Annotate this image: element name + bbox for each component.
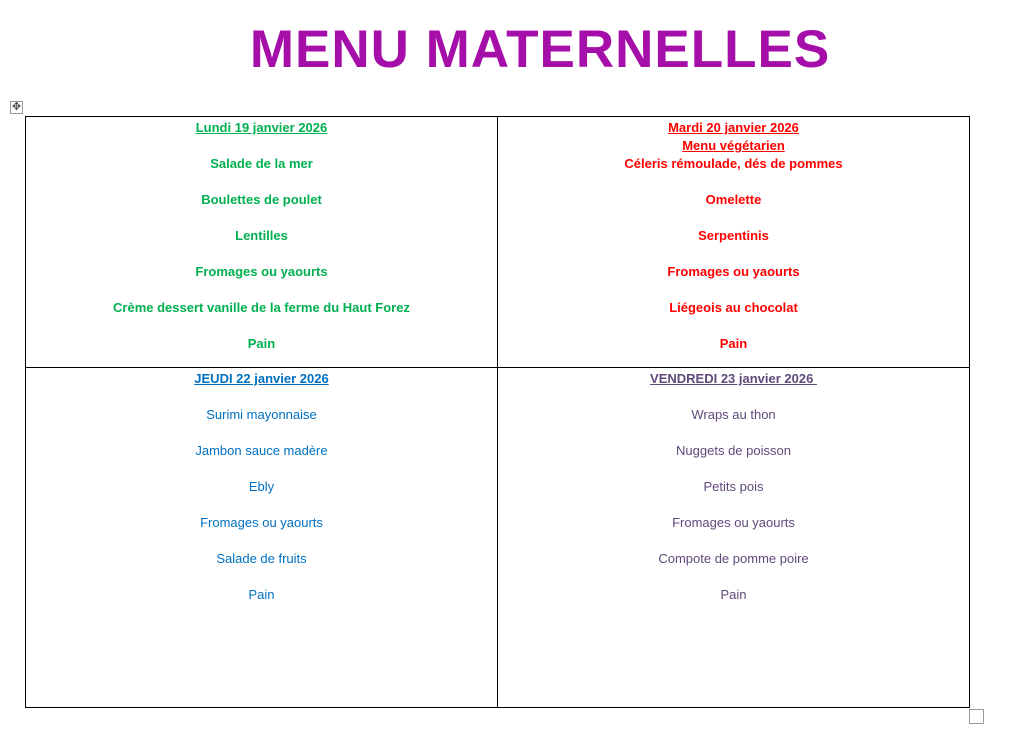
menu-item: Salade de fruits — [216, 551, 307, 566]
menu-item: Pain — [248, 587, 275, 602]
menu-item: Compote de pomme poire — [658, 551, 809, 566]
day-cell-lundi: Lundi 19 janvier 2026 Salade de la mer B… — [25, 116, 498, 368]
menu-item: Omelette — [705, 192, 762, 207]
menu-item: Serpentinis — [698, 228, 769, 243]
day-subtitle: Menu végétarien — [682, 138, 785, 153]
day-date: VENDREDI 23 janvier 2026 — [650, 371, 817, 386]
menu-item: Liégeois au chocolat — [669, 300, 798, 315]
menu-item: Wraps au thon — [691, 407, 776, 422]
menu-item: Ebly — [248, 479, 275, 494]
menu-item: Lentilles — [235, 228, 288, 243]
day-date: Lundi 19 janvier 2026 — [195, 120, 328, 135]
menu-item: Pain — [720, 587, 747, 602]
menu-item: Fromages ou yaourts — [672, 515, 795, 530]
menu-item: Nuggets de poisson — [676, 443, 791, 458]
day-cell-mardi: Mardi 20 janvier 2026 Menu végétarien Cé… — [497, 116, 970, 368]
menu-item: Fromages ou yaourts — [667, 264, 800, 279]
menu-item: Pain — [719, 336, 748, 351]
menu-item: Salade de la mer — [210, 156, 313, 171]
page-title: MENU MATERNELLES — [249, 20, 831, 79]
menu-item: Fromages ou yaourts — [200, 515, 323, 530]
menu-item: Pain — [247, 336, 276, 351]
day-date: JEUDI 22 janvier 2026 — [194, 371, 329, 386]
menu-item: Céleris rémoulade, dés de pommes — [624, 156, 843, 171]
menu-item: Boulettes de poulet — [201, 192, 322, 207]
menu-item: Petits pois — [703, 479, 764, 494]
menu-item: Jambon sauce madère — [195, 443, 328, 458]
table-move-handle-icon[interactable]: ✥ — [10, 101, 23, 114]
day-cell-jeudi: JEUDI 22 janvier 2026 Surimi mayonnaise … — [25, 367, 498, 708]
table-resize-handle[interactable] — [969, 709, 984, 724]
day-date: Mardi 20 janvier 2026 — [668, 120, 799, 135]
menu-table: Lundi 19 janvier 2026 Salade de la mer B… — [25, 116, 970, 708]
day-cell-vendredi: VENDREDI 23 janvier 2026 Wraps au thon N… — [497, 367, 970, 708]
menu-item: Fromages ou yaourts — [195, 264, 328, 279]
menu-item: Crème dessert vanille de la ferme du Hau… — [113, 300, 410, 315]
menu-item: Surimi mayonnaise — [206, 407, 317, 422]
